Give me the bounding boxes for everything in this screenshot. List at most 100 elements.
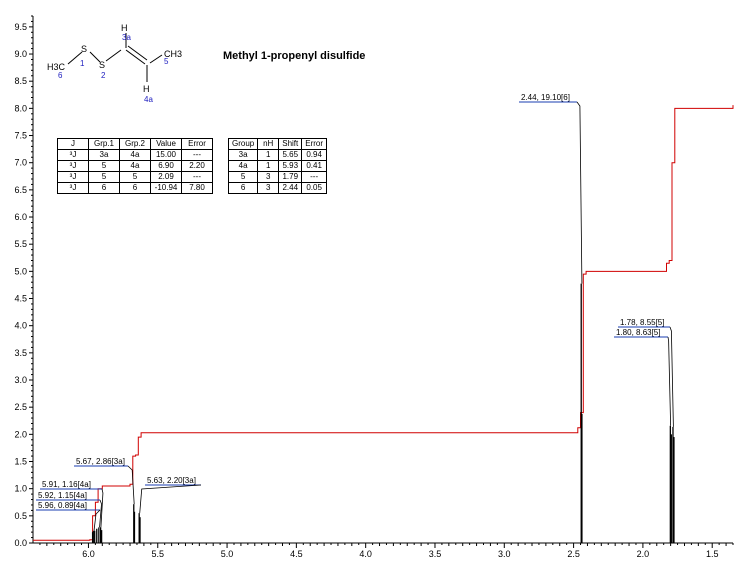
table-cell: 5 (227, 171, 259, 183)
table-cell: 5.65 (278, 149, 303, 161)
coupling-table: J Grp.1 Grp.2 Value Error ³J 3a 4a 15.00… (57, 138, 213, 194)
table-cell: --- (181, 171, 213, 183)
coupling-header-cell: Grp.2 (119, 138, 151, 150)
x-tick-label: 6.0 (82, 549, 95, 559)
atom-num-3a: 3a (122, 33, 131, 42)
peak-label-leader (93, 509, 101, 531)
table-cell: 2.09 (150, 171, 182, 183)
table-row: 3a 1 5.65 0.94 (227, 149, 328, 161)
x-tick-label: 3.5 (429, 549, 442, 559)
peak-label: 2.44, 19.10[6] (521, 93, 570, 102)
table-cell: 6 (88, 182, 120, 194)
coupling-header-cell: Error (181, 138, 213, 150)
table-row: ³J 5 5 2.09 --- (57, 171, 213, 183)
atom-num-5: 5 (164, 57, 169, 66)
table-cell: ³J (57, 149, 89, 161)
bond-c6-s1 (67, 51, 83, 65)
y-tick-label: 2.0 (14, 429, 27, 439)
table-cell: 6 (119, 182, 151, 194)
table-cell: 3a (88, 149, 120, 161)
y-tick-label: 3.5 (14, 348, 27, 358)
peak-label: 5.63, 2.20[3a] (147, 476, 196, 485)
peak-labels: 5.96, 0.89[4a]5.92, 1.15[4a] 5.91, 1.16[4… (36, 93, 674, 531)
coupling-header-cell: Grp.1 (88, 138, 120, 150)
table-cell: 0.41 (301, 160, 328, 172)
integral-curve (33, 105, 734, 541)
peak-label-leader (669, 326, 674, 427)
peak-label-leader (576, 101, 583, 284)
table-cell: 3 (257, 171, 280, 183)
table-row: ³J 6 6 -10.94 7.80 (57, 182, 213, 194)
bond-double-b (127, 45, 148, 61)
x-tick-label: 5.5 (151, 549, 164, 559)
peak-label: 1.78, 8.55[5] (620, 318, 664, 327)
table-row: 6 3 2.44 0.05 (227, 182, 328, 194)
molecule-structure: H 3a H3C 6 S 1 S 2 CH3 5 H 4a (47, 23, 182, 104)
y-tick-label: 7.5 (14, 131, 27, 141)
table-cell: --- (181, 149, 213, 161)
table-cell: ³J (57, 171, 89, 183)
table-cell: 3 (257, 182, 280, 194)
peak-label-leader (667, 336, 672, 426)
chart-title: Methyl 1-propenyl disulfide (223, 50, 365, 62)
table-cell: 1 (257, 160, 280, 172)
group-header-cell: Error (301, 138, 328, 150)
table-cell: ³J (57, 160, 89, 172)
bond-c4-c5 (149, 54, 163, 64)
y-tick-label: 0.0 (14, 538, 27, 548)
bond-s2-c3 (105, 49, 122, 62)
peak-label: 5.92, 1.15[4a] (38, 491, 87, 500)
table-cell: 0.05 (301, 182, 328, 194)
peak-label-leader (139, 484, 202, 514)
atom-h3c: H3C (47, 62, 66, 72)
x-tick-label: 4.0 (359, 549, 372, 559)
table-row: ³J 5 4a 6.90 2.20 (57, 160, 213, 172)
coupling-table-header: J Grp.1 Grp.2 Value Error (57, 138, 213, 150)
table-cell: 5 (119, 171, 151, 183)
table-cell: 1 (257, 149, 280, 161)
table-cell: -10.94 (150, 182, 182, 194)
y-tick-label: 9.5 (14, 22, 27, 32)
bond-double-a (125, 49, 146, 65)
atom-s2: S (99, 60, 105, 70)
table-cell: 3a (227, 149, 259, 161)
atom-ch3: CH3 (164, 49, 182, 59)
peak-label-leader (127, 465, 135, 505)
x-axis: 6.0 5.5 5.0 4.5 4.0 3.5 3.0 2.5 2.0 1.5 (39, 543, 734, 559)
group-table-header: Group nH Shift Error (227, 138, 328, 150)
bond-s1-s2 (89, 51, 101, 63)
y-tick-label: 6.0 (14, 212, 27, 222)
y-tick-label: 6.5 (14, 185, 27, 195)
atom-num-6: 6 (58, 71, 63, 80)
y-tick-label: 5.5 (14, 239, 27, 249)
atom-num-2: 2 (101, 71, 106, 80)
y-tick-label: 9.0 (14, 49, 27, 59)
atom-h-bottom: H (143, 84, 150, 94)
table-cell: 2.20 (181, 160, 213, 172)
table-cell: 1.79 (278, 171, 303, 183)
table-cell: ³J (57, 182, 89, 194)
atom-h-top: H (121, 23, 128, 33)
integral-line (33, 105, 734, 541)
group-header-cell: Shift (278, 138, 303, 150)
table-cell: 15.00 (150, 149, 182, 161)
atom-num-1: 1 (80, 59, 85, 68)
group-header-cell: nH (257, 138, 280, 150)
table-row: 5 3 1.79 --- (227, 171, 328, 183)
y-tick-label: 8.5 (14, 76, 27, 86)
y-axis: 0.0 0.5 1.0 1.5 2.0 2.5 3.0 3.5 4.0 4.5 5.0 5.5 6.0 6… (14, 15, 33, 548)
y-tick-label: 4.5 (14, 294, 27, 304)
table-cell: 2.44 (278, 182, 303, 194)
atom-num-4a: 4a (144, 95, 153, 104)
y-tick-label: 3.0 (14, 375, 27, 385)
coupling-header-cell: Value (150, 138, 182, 150)
plot-frame (32, 16, 733, 544)
x-tick-label: 3.0 (498, 549, 511, 559)
table-cell: 4a (119, 149, 151, 161)
peak-label: 5.67, 2.86[3a] (76, 457, 125, 466)
y-tick-label: 1.5 (14, 457, 27, 467)
coupling-header-cell: J (57, 138, 89, 150)
table-cell: 7.80 (181, 182, 213, 194)
